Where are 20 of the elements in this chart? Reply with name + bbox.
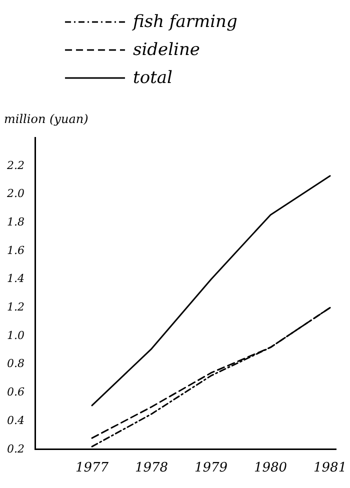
y-tick-label: 1.6: [6, 244, 24, 257]
legend-label: total: [133, 68, 172, 88]
y-tick-label: 2.0: [6, 187, 24, 200]
y-tick-label: 1.0: [6, 328, 24, 342]
y-tick-label: 0.4: [6, 414, 24, 427]
y-tick-label: 1.4: [6, 272, 24, 286]
y-axis-title: million (yuan): [4, 112, 88, 126]
legend-label: fish farming: [133, 12, 238, 32]
x-tick-label: 1980: [254, 460, 288, 476]
x-tick-label: 1979: [194, 460, 228, 476]
y-tick-label: 0.2: [6, 442, 24, 456]
legend-label: sideline: [133, 40, 200, 60]
y-tick-label: 1.2: [6, 300, 24, 314]
x-tick-label: 1977: [75, 460, 110, 476]
y-tick-label: 0.8: [6, 357, 24, 370]
y-tick-label: 0.6: [6, 386, 24, 399]
y-tick-label: 1.8: [6, 215, 24, 228]
x-tick-label: 1981: [314, 460, 347, 476]
y-tick-label: 2.2: [6, 158, 24, 172]
x-tick-label: 1978: [134, 460, 168, 476]
